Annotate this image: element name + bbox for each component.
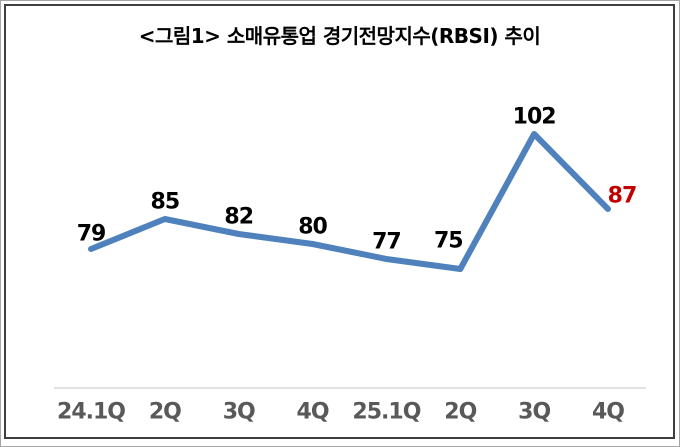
chart-title: <그림1> 소매유통업 경기전망지수(RBSI) 추이 [138, 24, 541, 48]
data-label: 85 [150, 189, 181, 215]
x-axis-label: 24.1Q [57, 399, 126, 425]
series-line [88, 131, 611, 272]
x-axis-label: 4Q [591, 399, 625, 425]
data-label: 87 [607, 183, 638, 209]
data-label: 82 [224, 204, 254, 230]
x-axis-label: 3Q [518, 399, 551, 425]
data-label: 102 [512, 104, 557, 130]
data-label: 75 [433, 228, 464, 254]
data-label: 79 [76, 221, 107, 247]
x-axis-label: 3Q [222, 399, 256, 425]
chart-inner-frame: <그림1> 소매유통업 경기전망지수(RBSI) 추이 79 85 82 80 77 75… [4, 4, 675, 439]
data-label: 80 [298, 214, 328, 240]
x-axis-label: 2Q [148, 399, 182, 425]
x-axis-label: 2Q [444, 399, 477, 425]
line-chart-plot [54, 131, 646, 389]
x-axis-label: 25.1Q [352, 399, 421, 425]
data-label: 77 [372, 229, 402, 255]
x-axis-label: 4Q [296, 399, 330, 425]
